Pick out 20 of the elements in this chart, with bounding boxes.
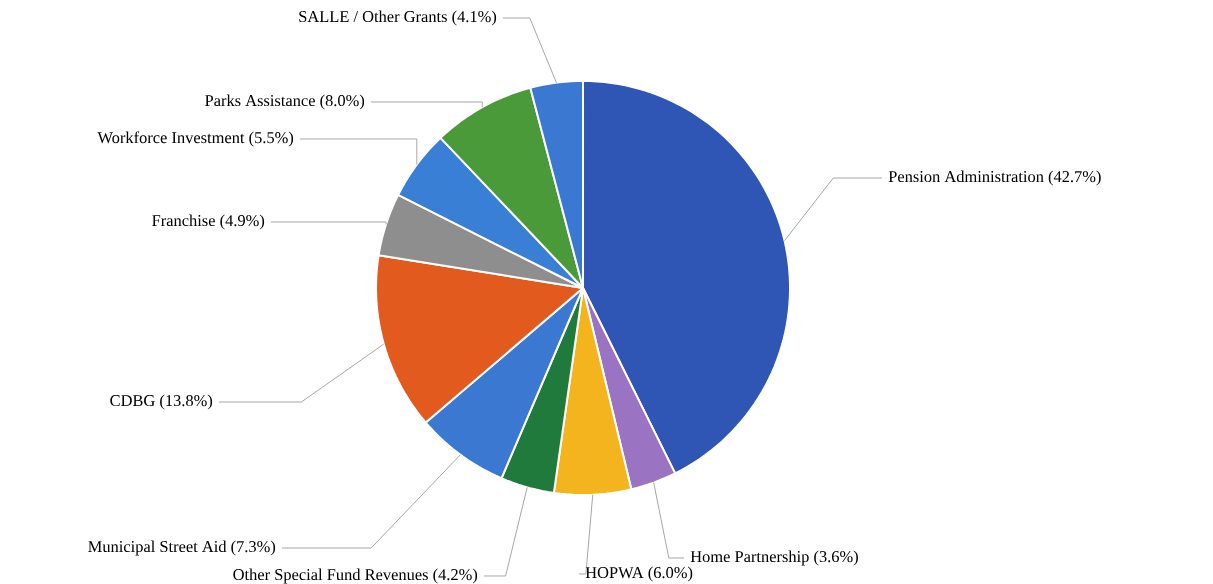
slice-label: Workforce Investment <box>97 131 245 144</box>
slice-label: Parks Assistance <box>205 94 315 107</box>
slice-label: Home Partnership <box>690 550 809 566</box>
slice-label: Other Special Fund Revenues <box>233 568 428 584</box>
slice-label: Pension Administration <box>888 170 1044 183</box>
data-label: (6.0%) <box>648 566 693 582</box>
data-label: (3.6%) <box>814 550 858 566</box>
slice-label: SALLE / Other Grants <box>299 10 447 23</box>
data-label: (5.5%) <box>249 131 294 147</box>
data-label: (13.8%) <box>160 394 213 410</box>
data-label: (4.9%) <box>220 214 265 230</box>
data-label: (4.1%) <box>452 10 497 26</box>
slice-label: Municipal Street Aid <box>88 540 227 556</box>
data-label: (4.2%) <box>433 568 478 584</box>
slice-label: Franchise <box>152 214 215 227</box>
data-label: (8.0%) <box>320 94 365 110</box>
data-label: (42.7%) <box>1048 170 1101 186</box>
slice-label: CDBG <box>110 395 155 407</box>
data-label: (7.3%) <box>231 540 276 556</box>
slice-label: HOPWA <box>585 567 644 579</box>
